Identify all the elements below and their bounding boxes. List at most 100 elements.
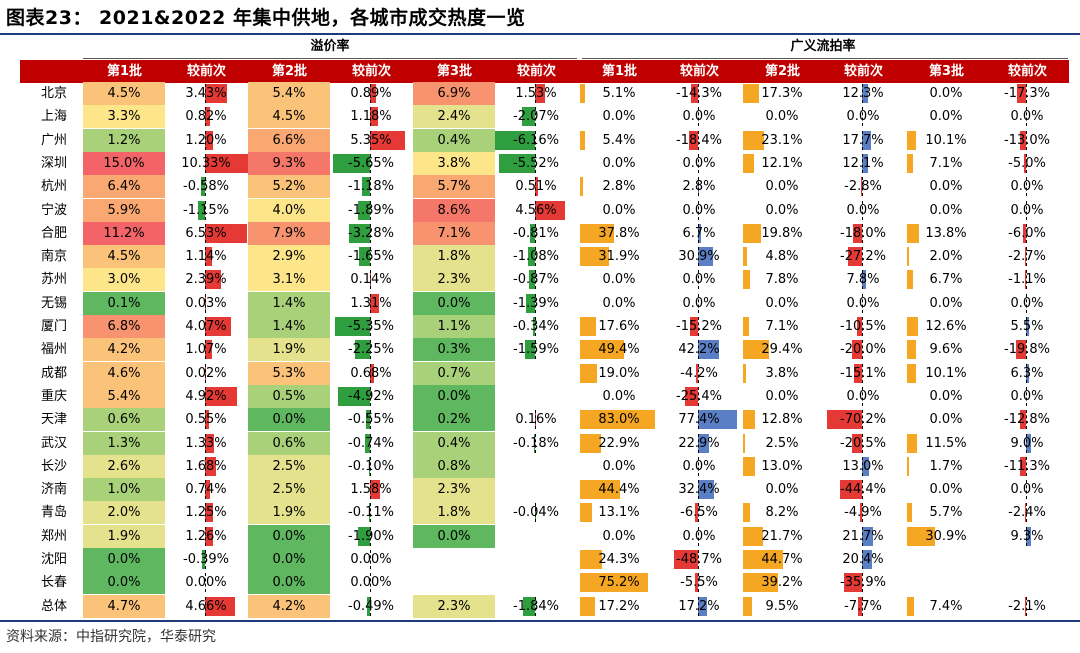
data-label: 49.4%	[598, 342, 640, 358]
zero-axis	[1026, 317, 1027, 336]
zero-axis	[535, 270, 536, 290]
zero-axis	[205, 456, 206, 476]
data-label: 12.1%	[761, 155, 803, 171]
data-bar	[366, 596, 370, 616]
data-bar	[743, 130, 764, 150]
data-label: 0.0%	[929, 179, 963, 195]
heat-cell: 6.4%	[83, 175, 165, 199]
heat-cell: 2.4%	[413, 105, 495, 129]
data-label: 22.9%	[678, 435, 720, 451]
column-header: 较前次	[495, 60, 578, 83]
zero-axis	[1026, 247, 1027, 267]
heat-cell: 1.9%	[248, 338, 330, 362]
data-label: 0.00%	[185, 575, 227, 591]
data-label: 0.0%	[765, 202, 799, 218]
zero-axis	[205, 386, 206, 406]
zero-axis	[1026, 293, 1027, 313]
zero-axis	[205, 223, 206, 243]
data-bar	[362, 177, 370, 197]
data-label: -1.89%	[348, 202, 394, 218]
heat-cell: 0.0%	[248, 408, 330, 432]
zero-axis	[698, 386, 699, 406]
city-label: 合肥	[40, 225, 67, 241]
data-label: -11.3%	[1004, 458, 1050, 474]
data-bar	[355, 340, 370, 360]
data-label: 0.0%	[602, 388, 636, 404]
data-bar	[533, 433, 535, 453]
data-bar	[205, 596, 236, 616]
data-bar	[851, 433, 862, 453]
data-label: 0.0%	[602, 155, 636, 171]
data-label: 0.0%	[765, 295, 799, 311]
data-label: -2.07%	[513, 109, 559, 125]
data-bar	[205, 317, 232, 336]
data-label: 0.0%	[602, 528, 636, 544]
zero-axis	[698, 480, 699, 500]
data-label: 83.0%	[598, 412, 640, 428]
group-header-unsold: 广义流拍率	[790, 39, 856, 54]
heat-cell: 1.3%	[83, 431, 165, 455]
zero-axis	[205, 596, 206, 616]
data-bar	[580, 596, 596, 616]
data-label: -48.7%	[676, 552, 722, 567]
data-label: -0.18%	[513, 435, 559, 451]
data-label: -0.04%	[513, 505, 559, 521]
zero-axis	[205, 503, 206, 523]
heat-cell: 0.3%	[413, 338, 495, 362]
data-label: -27.2%	[840, 249, 886, 265]
zero-axis	[370, 573, 371, 593]
city-label: 无锡	[40, 295, 67, 311]
data-label: 1.33%	[185, 435, 227, 451]
data-label: -20.5%	[840, 435, 886, 451]
data-label: 4.56%	[515, 202, 557, 218]
data-label: 1.31%	[350, 295, 392, 311]
zero-axis	[698, 84, 699, 103]
data-label: 12.8%	[761, 412, 803, 428]
zero-axis	[1026, 177, 1027, 197]
data-label: 24.3%	[598, 552, 640, 567]
zero-axis	[370, 130, 371, 150]
data-label: 0.0%	[1010, 202, 1044, 218]
zero-axis	[862, 386, 863, 406]
city-label: 武汉	[40, 435, 67, 451]
data-bar	[743, 550, 784, 569]
data-label: -4.2%	[680, 365, 718, 381]
zero-axis	[698, 363, 699, 383]
data-label: -35.9%	[840, 575, 886, 591]
data-label: 5.7%	[929, 505, 963, 521]
city-label: 上海	[40, 109, 67, 125]
heat-cell: 0.0%	[248, 548, 330, 571]
data-label: -1.15%	[183, 202, 229, 218]
data-label: 0.0%	[929, 295, 963, 311]
data-label: 0.0%	[602, 202, 636, 218]
data-bar	[205, 456, 216, 476]
data-label: 17.3%	[761, 86, 803, 101]
data-label: 7.8%	[765, 272, 799, 288]
heat-cell: 7.1%	[413, 221, 495, 245]
data-label: 0.68%	[350, 365, 392, 381]
data-label: -4.92%	[348, 388, 394, 404]
data-label: 0.0%	[682, 458, 716, 474]
zero-axis	[370, 410, 371, 430]
data-label: 19.0%	[598, 365, 640, 381]
city-label: 重庆	[40, 388, 67, 404]
data-label: 17.2%	[678, 598, 720, 614]
zero-axis	[370, 247, 371, 267]
data-label: -0.81%	[513, 225, 559, 241]
zero-axis	[535, 340, 536, 360]
heat-cell: 3.1%	[248, 268, 330, 292]
heat-cell: 0.4%	[413, 431, 495, 455]
data-label: 0.0%	[765, 109, 799, 125]
city-label: 南京	[40, 249, 67, 265]
data-bar	[580, 177, 583, 197]
data-label: 4.66%	[185, 598, 227, 614]
heat-cell: 3.8%	[413, 151, 495, 175]
data-label: -1.65%	[348, 249, 394, 265]
zero-axis	[862, 526, 863, 546]
data-label: 0.0%	[846, 295, 880, 311]
heat-cell: 0.5%	[248, 384, 330, 408]
zero-axis	[862, 177, 863, 197]
data-bar	[1025, 270, 1026, 290]
data-label: 1.58%	[350, 482, 392, 498]
city-label: 成都	[40, 365, 67, 381]
